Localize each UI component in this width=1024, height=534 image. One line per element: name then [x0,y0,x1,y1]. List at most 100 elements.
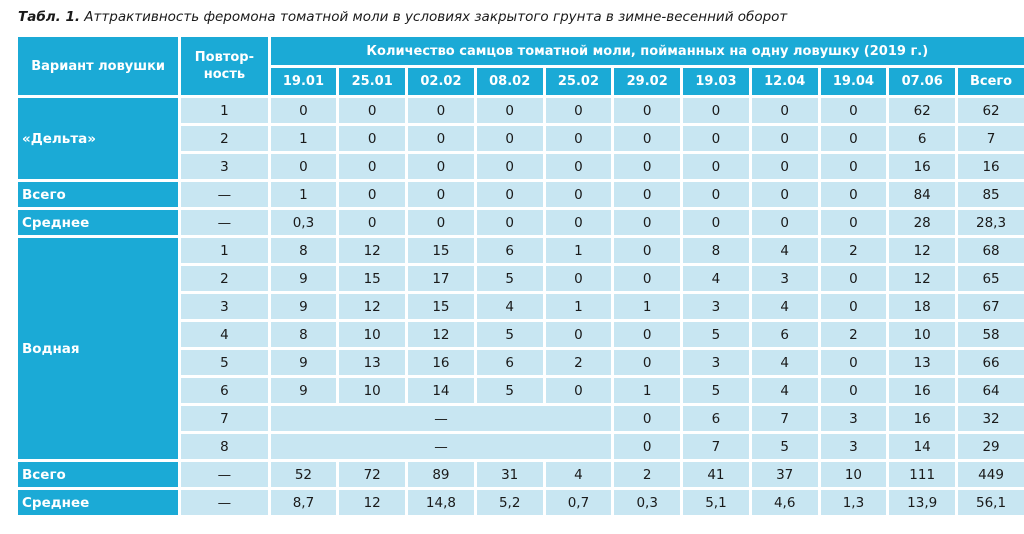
table-cell: 0 [820,98,887,123]
repeat-cell: — [181,210,268,235]
table-cell: 4,6 [751,490,818,515]
table-cell: 5 [476,378,543,403]
table-cell: 0 [820,266,887,291]
repeat-cell: — [181,182,268,207]
table-cell: 0 [751,182,818,207]
table-cell: 16 [889,378,956,403]
repeat-cell: 5 [181,350,268,375]
table-cell: 66 [958,350,1024,375]
table-cell: 18 [889,294,956,319]
table-cell: 52 [270,462,337,487]
table-cell: 0 [614,406,681,431]
table-cell: 28 [889,210,956,235]
table-cell: 0 [614,350,681,375]
table-cell: 10 [889,322,956,347]
table-cell: 37 [751,462,818,487]
table-cell: 13 [889,350,956,375]
table-row: 4 8 10 12 5 0 0 5 6 2 10 58 [18,322,1024,347]
table-cell: 0 [476,182,543,207]
table-cell: 0 [614,126,681,151]
table-cell: 6 [683,406,749,431]
table-cell: 14 [408,378,474,403]
table-cell: 0 [339,210,406,235]
table-cell: 449 [958,462,1024,487]
repeat-cell: 2 [181,126,268,151]
table-cell: 0 [476,210,543,235]
table-cell: 0 [683,98,749,123]
table-cell: 0 [820,154,887,179]
delta-mean-row: Среднее —0,3 0 0 0 0 0 0 0 0 28 28,3 [18,210,1024,235]
table-cell: 9 [270,350,337,375]
table-cell: 0 [614,238,681,263]
delta-total-row: Всего —1 0 0 0 0 0 0 0 0 84 85 [18,182,1024,207]
table-cell: 0 [614,182,681,207]
table-cell: 16 [889,154,956,179]
header-date: 29.02 [614,68,681,95]
table-row: 6 9 10 14 5 0 1 5 4 0 16 64 [18,378,1024,403]
table-cell: 12 [339,294,406,319]
table-cell: 5 [751,434,818,459]
empty-span-cell: — [270,406,612,431]
table-cell: 9 [270,378,337,403]
table-cell: 0 [683,126,749,151]
table-cell: 3 [751,266,818,291]
table-cell: 3 [820,434,887,459]
table-cell: 12 [339,490,406,515]
table-cell: 0 [408,98,474,123]
table-cell: 0 [683,154,749,179]
table-cell: 0 [820,210,887,235]
table-cell: 0 [820,294,887,319]
table-cell: 41 [683,462,749,487]
table-row: 5 9 13 16 6 2 0 3 4 0 13 66 [18,350,1024,375]
table-cell: 2 [820,322,887,347]
table-cell: 0 [270,98,337,123]
table-cell: 17 [408,266,474,291]
table-cell: 1 [614,294,681,319]
table-cell: 29 [958,434,1024,459]
repeat-cell: 1 [181,238,268,263]
header-repeat: Повтор-ность [181,37,268,95]
table-cell: 67 [958,294,1024,319]
table-cell: 0 [614,322,681,347]
header-variant: Вариант ловушки [18,37,179,95]
table-cell: 1,3 [820,490,887,515]
table-cell: 65 [958,266,1024,291]
header-date: 12.04 [751,68,818,95]
table-cell: 3 [683,294,749,319]
repeat-cell: 2 [181,266,268,291]
table-cell: 13 [339,350,406,375]
table-cell: 16 [889,406,956,431]
table-cell: 0 [614,154,681,179]
table-cell: 4 [683,266,749,291]
table-cell: 85 [958,182,1024,207]
table-cell: 0 [408,126,474,151]
header-date: 25.02 [545,68,612,95]
table-cell: 62 [889,98,956,123]
table-cell: 10 [820,462,887,487]
table-cell: 10 [339,322,406,347]
table-cell: 0 [339,126,406,151]
table-cell: 2 [545,350,612,375]
table-cell: 15 [339,266,406,291]
table-cell: 1 [270,182,337,207]
table-cell: 0 [751,126,818,151]
table-cell: 111 [889,462,956,487]
table-cell: 5,2 [476,490,543,515]
header-date: 19.01 [270,68,337,95]
table-cell: 0 [408,154,474,179]
table-cell: 0 [751,210,818,235]
empty-span-cell: — [270,434,612,459]
table-cell: 64 [958,378,1024,403]
table-cell: 12 [339,238,406,263]
table-row: 8—0 7 5 3 14 29 [18,434,1024,459]
table-cell: 5,1 [683,490,749,515]
table-cell: 0 [820,378,887,403]
header-date: 25.01 [339,68,406,95]
row-label: Всего [18,182,179,207]
table-cell: 0 [476,154,543,179]
table-cell: 12 [889,266,956,291]
table-cell: 0 [408,210,474,235]
table-cell: 0 [545,182,612,207]
table-cell: 0 [614,266,681,291]
table-cell: 0 [545,322,612,347]
